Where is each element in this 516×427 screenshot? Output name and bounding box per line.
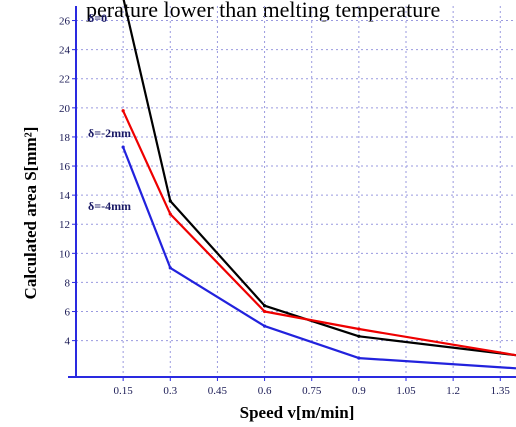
series-1-point-0 xyxy=(121,109,125,113)
series-2-point-1 xyxy=(168,266,172,270)
x-tick-label-3: 0.6 xyxy=(258,385,272,397)
y-tick-label-9: 22 xyxy=(59,74,70,86)
series-label-2: δ=-4mm xyxy=(88,199,131,213)
series-labels: δ=0 δ=-2mm δ=-4mm xyxy=(88,11,131,213)
x-tick-label-4: 0.75 xyxy=(302,385,322,397)
x-tick-label-1: 0.3 xyxy=(163,385,177,397)
y-axis-title: Calculated area S[mm²] xyxy=(21,127,40,300)
x-tick-label-5: 0.9 xyxy=(352,385,366,397)
y-tick-labels: 4 6 8 10 12 14 16 18 20 22 24 26 xyxy=(59,16,76,348)
series-2-point-2 xyxy=(262,324,267,328)
series-line-0 xyxy=(122,0,516,357)
series-label-0: δ=0 xyxy=(88,11,107,25)
y-tick-label-1: 6 xyxy=(65,307,71,319)
series-2-point-3 xyxy=(357,356,361,360)
series-line-2 xyxy=(122,146,516,370)
y-tick-label-4: 12 xyxy=(59,219,70,231)
y-tick-label-11: 26 xyxy=(59,16,71,28)
series-2-point-0 xyxy=(121,145,125,149)
y-tick-label-0: 4 xyxy=(65,336,71,348)
series-1-point-3 xyxy=(357,327,361,331)
y-tick-label-2: 8 xyxy=(65,277,71,289)
y-tick-label-8: 20 xyxy=(59,103,71,115)
x-axis-title: Speed v[m/min] xyxy=(240,403,355,422)
y-tick-label-7: 18 xyxy=(59,132,71,144)
y-tick-label-5: 14 xyxy=(59,190,71,202)
y-tick-label-10: 24 xyxy=(59,45,71,57)
series-lines xyxy=(121,0,516,370)
x-tick-label-6: 1.05 xyxy=(396,385,416,397)
series-0-point-3 xyxy=(357,334,361,338)
y-tick-label-6: 16 xyxy=(59,161,71,173)
x-tick-labels: 0.15 0.3 0.45 0.6 0.75 0.9 1.05 1.2 1.35 xyxy=(114,377,511,397)
axes xyxy=(68,6,516,378)
series-1-point-1 xyxy=(168,212,172,216)
series-0-point-2 xyxy=(262,304,267,308)
x-tick-label-0: 0.15 xyxy=(114,385,134,397)
series-0-point-1 xyxy=(168,199,172,203)
header-text: perature lower than melting temperature xyxy=(86,0,440,22)
series-1-point-2 xyxy=(262,309,267,314)
y-tick-label-3: 10 xyxy=(59,248,71,260)
series-line-1 xyxy=(122,110,516,357)
grid xyxy=(76,6,516,377)
series-label-1: δ=-2mm xyxy=(88,126,131,140)
x-tick-label-7: 1.2 xyxy=(446,385,460,397)
x-tick-label-8: 1.35 xyxy=(491,385,511,397)
x-tick-label-2: 0.45 xyxy=(208,385,228,397)
